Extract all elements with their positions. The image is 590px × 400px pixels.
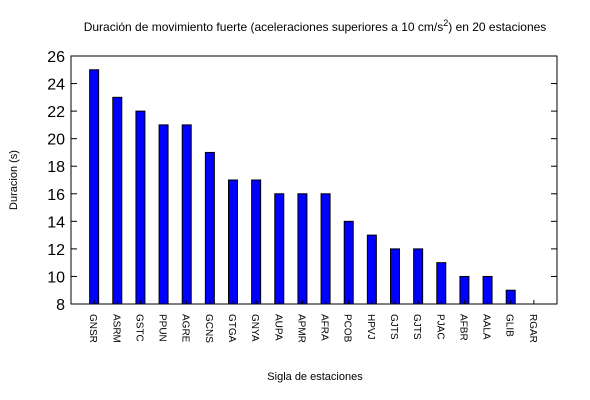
bar-hpvj [366, 234, 377, 305]
bar-gjts [413, 248, 424, 305]
y-tick-label: 20 [47, 132, 65, 149]
x-category-label: GNYA [249, 314, 260, 342]
x-category-label: ASRM [110, 314, 121, 343]
x-category-label: AALA [481, 314, 492, 340]
bar-afra [320, 193, 331, 305]
x-category-label: GLIB [504, 314, 515, 337]
chart-title-suffix: ) en 20 estaciones [448, 20, 546, 34]
bar-gnya [251, 179, 262, 305]
y-tick-label: 18 [47, 159, 65, 176]
x-category-label: GCNS [203, 314, 214, 343]
bar-gjts [390, 248, 400, 305]
y-tick-label: 26 [47, 49, 65, 66]
bar-ppun [158, 124, 169, 305]
y-tick-label: 22 [47, 104, 65, 121]
chart-title-superscript: 2 [443, 18, 448, 28]
plot-frame [70, 55, 558, 305]
x-category-label: RGAR [527, 314, 538, 343]
x-category-label: GTGA [226, 314, 237, 343]
bar-gstc [135, 110, 146, 305]
bar-aala [482, 275, 493, 305]
bar-gcns [204, 151, 215, 305]
x-category-label: PPUN [157, 314, 168, 342]
bar-aupa [274, 193, 285, 305]
x-category-label: AFRA [319, 314, 330, 341]
x-category-label: HPVJ [365, 314, 376, 340]
bar-pcob [343, 220, 354, 305]
y-tick-label: 8 [56, 297, 65, 314]
x-category-label: AUPA [272, 314, 283, 341]
x-axis-title: Sigla de estaciones [267, 371, 363, 383]
x-category-label: GJTS [388, 314, 399, 340]
x-category-label: AFBR [457, 314, 468, 341]
bar-afbr [459, 275, 470, 305]
bars-group [89, 69, 535, 305]
y-tick-label: 12 [47, 242, 65, 259]
chart-title-main: Duración de movimiento fuerte (aceleraci… [84, 20, 444, 34]
y-axis-ticks: 8 10 12 14 16 18 20 22 24 26 [47, 49, 557, 314]
x-category-label: GJTS [411, 314, 422, 340]
bar-pjac [436, 262, 447, 305]
x-category-label: GSTC [133, 314, 144, 342]
bar-apmr [297, 193, 308, 305]
bar-gtga [228, 179, 238, 305]
x-axis-labels: GNSR ASRM GSTC PPUN AGRE GCNS GTGA GNYA AUPA APMR… [87, 314, 538, 343]
x-category-label: PCOB [342, 314, 353, 343]
bar-gnsr [89, 69, 100, 305]
bar-asrm [112, 96, 123, 305]
x-category-label: GNSR [87, 314, 98, 343]
x-category-label: APMR [295, 314, 306, 343]
y-tick-label: 14 [47, 214, 65, 231]
bar-agre [181, 124, 192, 305]
y-tick-label: 16 [47, 187, 65, 204]
x-category-label: AGRE [180, 314, 191, 343]
y-tick-label: 24 [47, 77, 65, 94]
chart-title: Duración de movimiento fuerte (aceleraci… [84, 18, 547, 34]
y-axis-title: Duracion (s) [8, 150, 20, 210]
y-tick-label: 10 [47, 269, 65, 286]
x-category-label: PJAC [434, 314, 445, 340]
